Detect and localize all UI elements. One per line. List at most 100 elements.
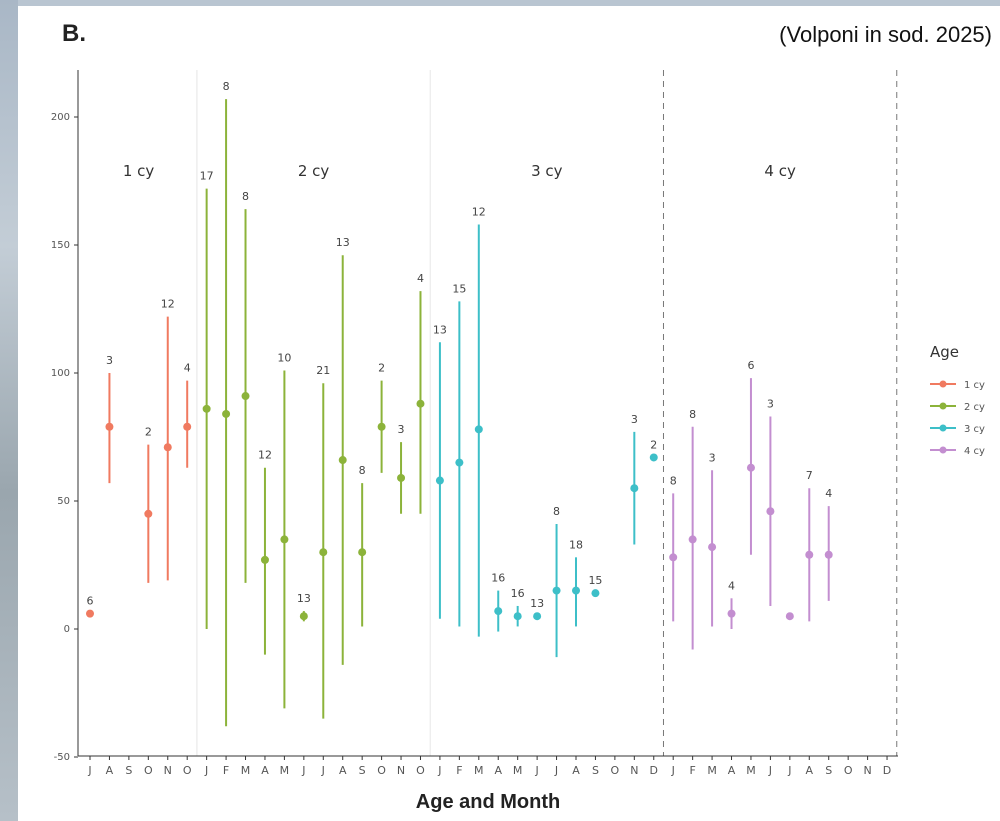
x-tick-label: D [883,764,891,777]
data-point [727,609,736,618]
data-point [591,589,600,598]
data-point [397,473,406,482]
data-point [105,422,114,431]
sample-size-label: 16 [511,587,525,600]
x-tick-label: F [456,764,462,777]
data-point [494,607,503,616]
legend-swatch-dot [939,380,947,388]
x-axis-title: Age and Month [416,791,560,813]
sample-size-label: 2 [378,362,385,375]
group-label: 4 cy [764,162,796,180]
background-top-strip [0,0,1000,6]
sample-size-label: 7 [806,469,813,482]
x-tick-label: D [650,764,658,777]
data-point [358,548,367,557]
group-label: 1 cy [123,162,155,180]
sample-size-label: 3 [398,423,405,436]
sample-size-label: 15 [588,574,602,587]
x-tick-label: A [728,764,736,777]
sample-size-label: 2 [145,426,152,439]
sample-size-label: 13 [433,323,447,336]
y-tick-label: -50 [54,752,70,763]
y-tick-label: 50 [57,496,70,507]
x-tick-label: S [825,764,832,777]
x-tick-label: J [204,764,208,777]
data-point [144,509,153,518]
data-point [416,399,425,408]
data-point [474,425,483,434]
x-tick-label: M [474,764,484,777]
x-tick-label: A [339,764,347,777]
x-tick-label: M [746,764,756,777]
x-tick-label: S [125,764,132,777]
data-point [163,443,172,452]
sample-size-label: 12 [472,206,486,219]
data-point [746,463,755,472]
y-tick-label: 100 [51,368,70,379]
data-point [824,550,833,559]
sample-size-label: 4 [728,579,735,592]
sample-size-label: 3 [106,354,113,367]
legend-swatch-dot [939,446,947,454]
sample-size-label: 4 [184,362,191,375]
y-tick-label: 0 [64,624,70,635]
x-tick-label: J [87,764,91,777]
legend-label: 2 cy [964,402,985,413]
data-point [455,458,464,467]
sample-size-label: 3 [631,413,638,426]
data-point [572,586,580,595]
data-point [260,555,269,564]
data-point [377,422,386,431]
data-point [202,404,211,413]
sample-size-label: 8 [670,474,677,487]
x-tick-label: M [513,764,523,777]
sample-size-label: 15 [452,282,466,295]
legend-label: 1 cy [964,380,985,391]
data-point [688,535,697,544]
sample-size-label: 2 [650,438,657,451]
x-tick-label: N [630,764,638,777]
legend-title: Age [930,343,959,361]
x-tick-label: J [301,764,305,777]
sample-size-label: 3 [767,398,774,411]
x-tick-label: J [437,764,441,777]
data-point [299,612,308,621]
figure-panel [18,6,1000,821]
x-tick-label: M [241,764,251,777]
citation: (Volponi in sod. 2025) [779,22,992,47]
x-tick-label: O [377,764,386,777]
sample-size-label: 18 [569,538,583,551]
legend-swatch-dot [939,424,947,432]
data-point [435,476,444,485]
sample-size-label: 8 [242,190,249,203]
data-point [649,453,658,462]
x-tick-label: O [611,764,620,777]
data-point [708,543,717,552]
x-tick-label: J [768,764,772,777]
x-tick-label: A [572,764,580,777]
data-point [669,553,678,562]
sample-size-label: 6 [747,359,754,372]
x-tick-label: O [416,764,425,777]
background-left-strip [0,0,18,821]
x-tick-label: N [863,764,871,777]
x-tick-label: J [534,764,538,777]
sample-size-label: 3 [709,451,716,464]
data-point [533,612,542,621]
x-tick-label: J [321,764,325,777]
data-point [222,409,231,418]
sample-size-label: 12 [258,449,272,462]
data-point [241,392,250,401]
x-tick-label: J [671,764,675,777]
legend-label: 4 cy [964,446,985,457]
data-point [805,550,814,559]
legend-swatch-dot [939,402,947,410]
x-tick-label: A [806,764,814,777]
x-tick-label: F [223,764,229,777]
group-label: 2 cy [298,162,330,180]
sample-size-label: 13 [297,592,311,605]
data-point [183,422,192,431]
sample-size-label: 12 [161,298,175,311]
sample-size-label: 4 [825,487,832,500]
